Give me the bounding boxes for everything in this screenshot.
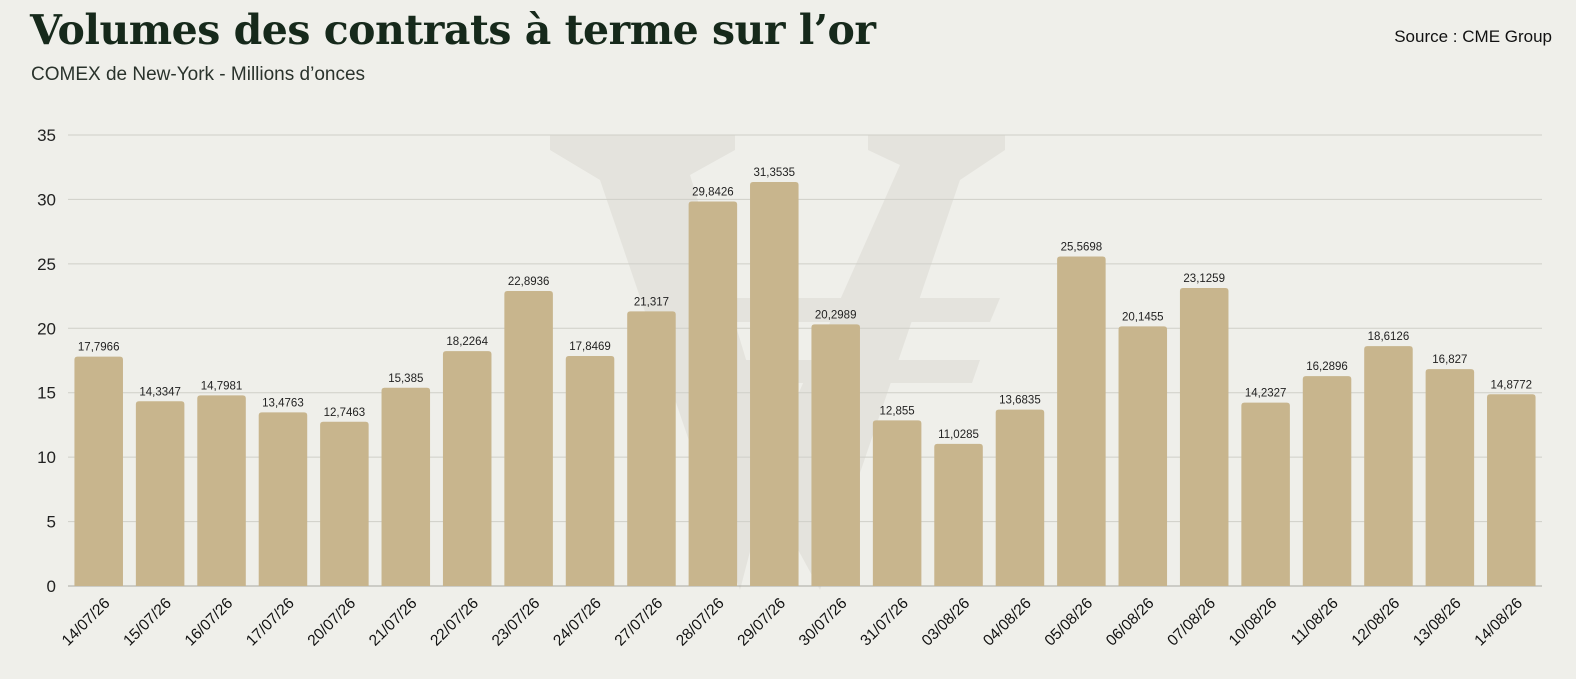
data-label: 14,7981 [201, 380, 243, 392]
data-label: 20,2989 [815, 309, 857, 321]
chart-subtitle: COMEX de New-York - Millions d’onces [31, 64, 366, 85]
x-tick-label: 10/08/26 [1226, 595, 1281, 650]
bar [1179, 288, 1229, 586]
data-label: 11,0285 [938, 429, 979, 441]
bar [627, 311, 676, 586]
data-label: 23,1259 [1183, 273, 1225, 285]
data-label: 16,2896 [1306, 361, 1348, 373]
data-label: 20,1455 [1122, 311, 1164, 323]
data-label: 12,855 [880, 405, 915, 417]
data-label: 14,2327 [1245, 388, 1287, 400]
y-tick-label: 35 [37, 126, 56, 145]
bar [320, 421, 369, 586]
y-tick-label: 15 [37, 384, 56, 403]
bar [1118, 326, 1168, 586]
bar [934, 443, 983, 586]
bar [504, 290, 553, 586]
y-tick-label: 10 [37, 448, 56, 467]
x-tick-label: 04/08/26 [980, 595, 1035, 650]
data-label: 17,8469 [569, 341, 611, 353]
x-tick-label: 05/08/26 [1042, 595, 1097, 650]
x-tick-label: 17/07/26 [243, 595, 298, 650]
data-label: 13,6835 [999, 395, 1041, 407]
x-tick-label: 13/08/26 [1410, 595, 1465, 650]
data-label: 25,5698 [1061, 242, 1103, 254]
x-tick-label: 15/07/26 [120, 595, 175, 650]
x-tick-label: 12/08/26 [1349, 595, 1404, 650]
x-tick-label: 29/07/26 [734, 595, 789, 650]
bar [1487, 394, 1536, 586]
data-label: 13,4763 [262, 397, 304, 409]
x-tick-label: 21/07/26 [366, 595, 421, 650]
bar [750, 181, 799, 586]
x-tick-label: 11/08/26 [1288, 595, 1342, 649]
bar [74, 356, 123, 586]
x-axis: 14/07/26 15/07/26 16/07/26 17/07/26 20/07/26… [59, 595, 1526, 650]
data-label: 21,317 [634, 296, 669, 308]
data-label: 14,8772 [1491, 379, 1533, 391]
x-tick-label: 06/08/26 [1103, 595, 1158, 650]
y-gridlines [68, 134, 1542, 587]
x-tick-label: 28/07/26 [673, 595, 728, 650]
bar [872, 420, 922, 586]
y-tick-label: 30 [37, 190, 56, 209]
x-tick-label: 23/07/26 [489, 595, 544, 650]
x-tick-label: 07/08/26 [1164, 595, 1219, 650]
x-tick-label: 14/08/26 [1471, 595, 1526, 650]
x-tick-label: 27/07/26 [612, 595, 667, 650]
data-labels: 17,7966 14,3347 14,7981 13,4763 12,7463 15,38… [78, 167, 1532, 441]
x-tick-label: 16/07/26 [182, 595, 237, 650]
source-note: Source : CME Group [1394, 27, 1552, 46]
bar [995, 409, 1045, 586]
bar [1241, 402, 1290, 586]
data-label: 12,7463 [324, 407, 366, 419]
x-tick-label: 22/07/26 [427, 595, 482, 650]
data-label: 16,827 [1432, 354, 1467, 366]
bar [1425, 369, 1475, 586]
y-tick-label: 5 [47, 513, 56, 532]
bar [1057, 256, 1106, 586]
bar [1302, 376, 1352, 586]
y-axis: 0 5 10 15 20 25 30 35 [37, 126, 56, 596]
x-tick-label: 30/07/26 [796, 595, 851, 650]
bar [197, 395, 246, 586]
y-tick-label: 20 [37, 319, 56, 338]
bar [381, 387, 431, 586]
bar [442, 351, 492, 586]
data-label: 31,3535 [754, 167, 796, 179]
x-tick-label: 24/07/26 [550, 595, 605, 650]
bar [688, 201, 738, 586]
data-label: 15,385 [388, 373, 423, 385]
x-tick-label: 14/07/26 [59, 595, 114, 650]
bar [565, 356, 615, 586]
bar [1364, 346, 1413, 586]
data-label: 22,8936 [508, 276, 550, 288]
data-label: 14,3347 [139, 386, 181, 398]
x-tick-label: 03/08/26 [919, 595, 974, 650]
data-label: 17,7966 [78, 342, 120, 354]
y-tick-label: 25 [37, 255, 56, 274]
data-label: 18,2264 [446, 336, 488, 348]
data-label: 18,6126 [1368, 331, 1410, 343]
bar [811, 324, 860, 586]
bar-series [74, 181, 1536, 586]
y-tick-label: 0 [47, 577, 56, 596]
data-label: 29,8426 [692, 186, 734, 198]
bar [135, 401, 185, 586]
x-tick-label: 20/07/26 [305, 595, 360, 650]
chart-title: Volumes des contrats à terme sur l’or [30, 6, 876, 54]
x-tick-label: 31/07/26 [857, 595, 912, 650]
bar [258, 412, 308, 586]
